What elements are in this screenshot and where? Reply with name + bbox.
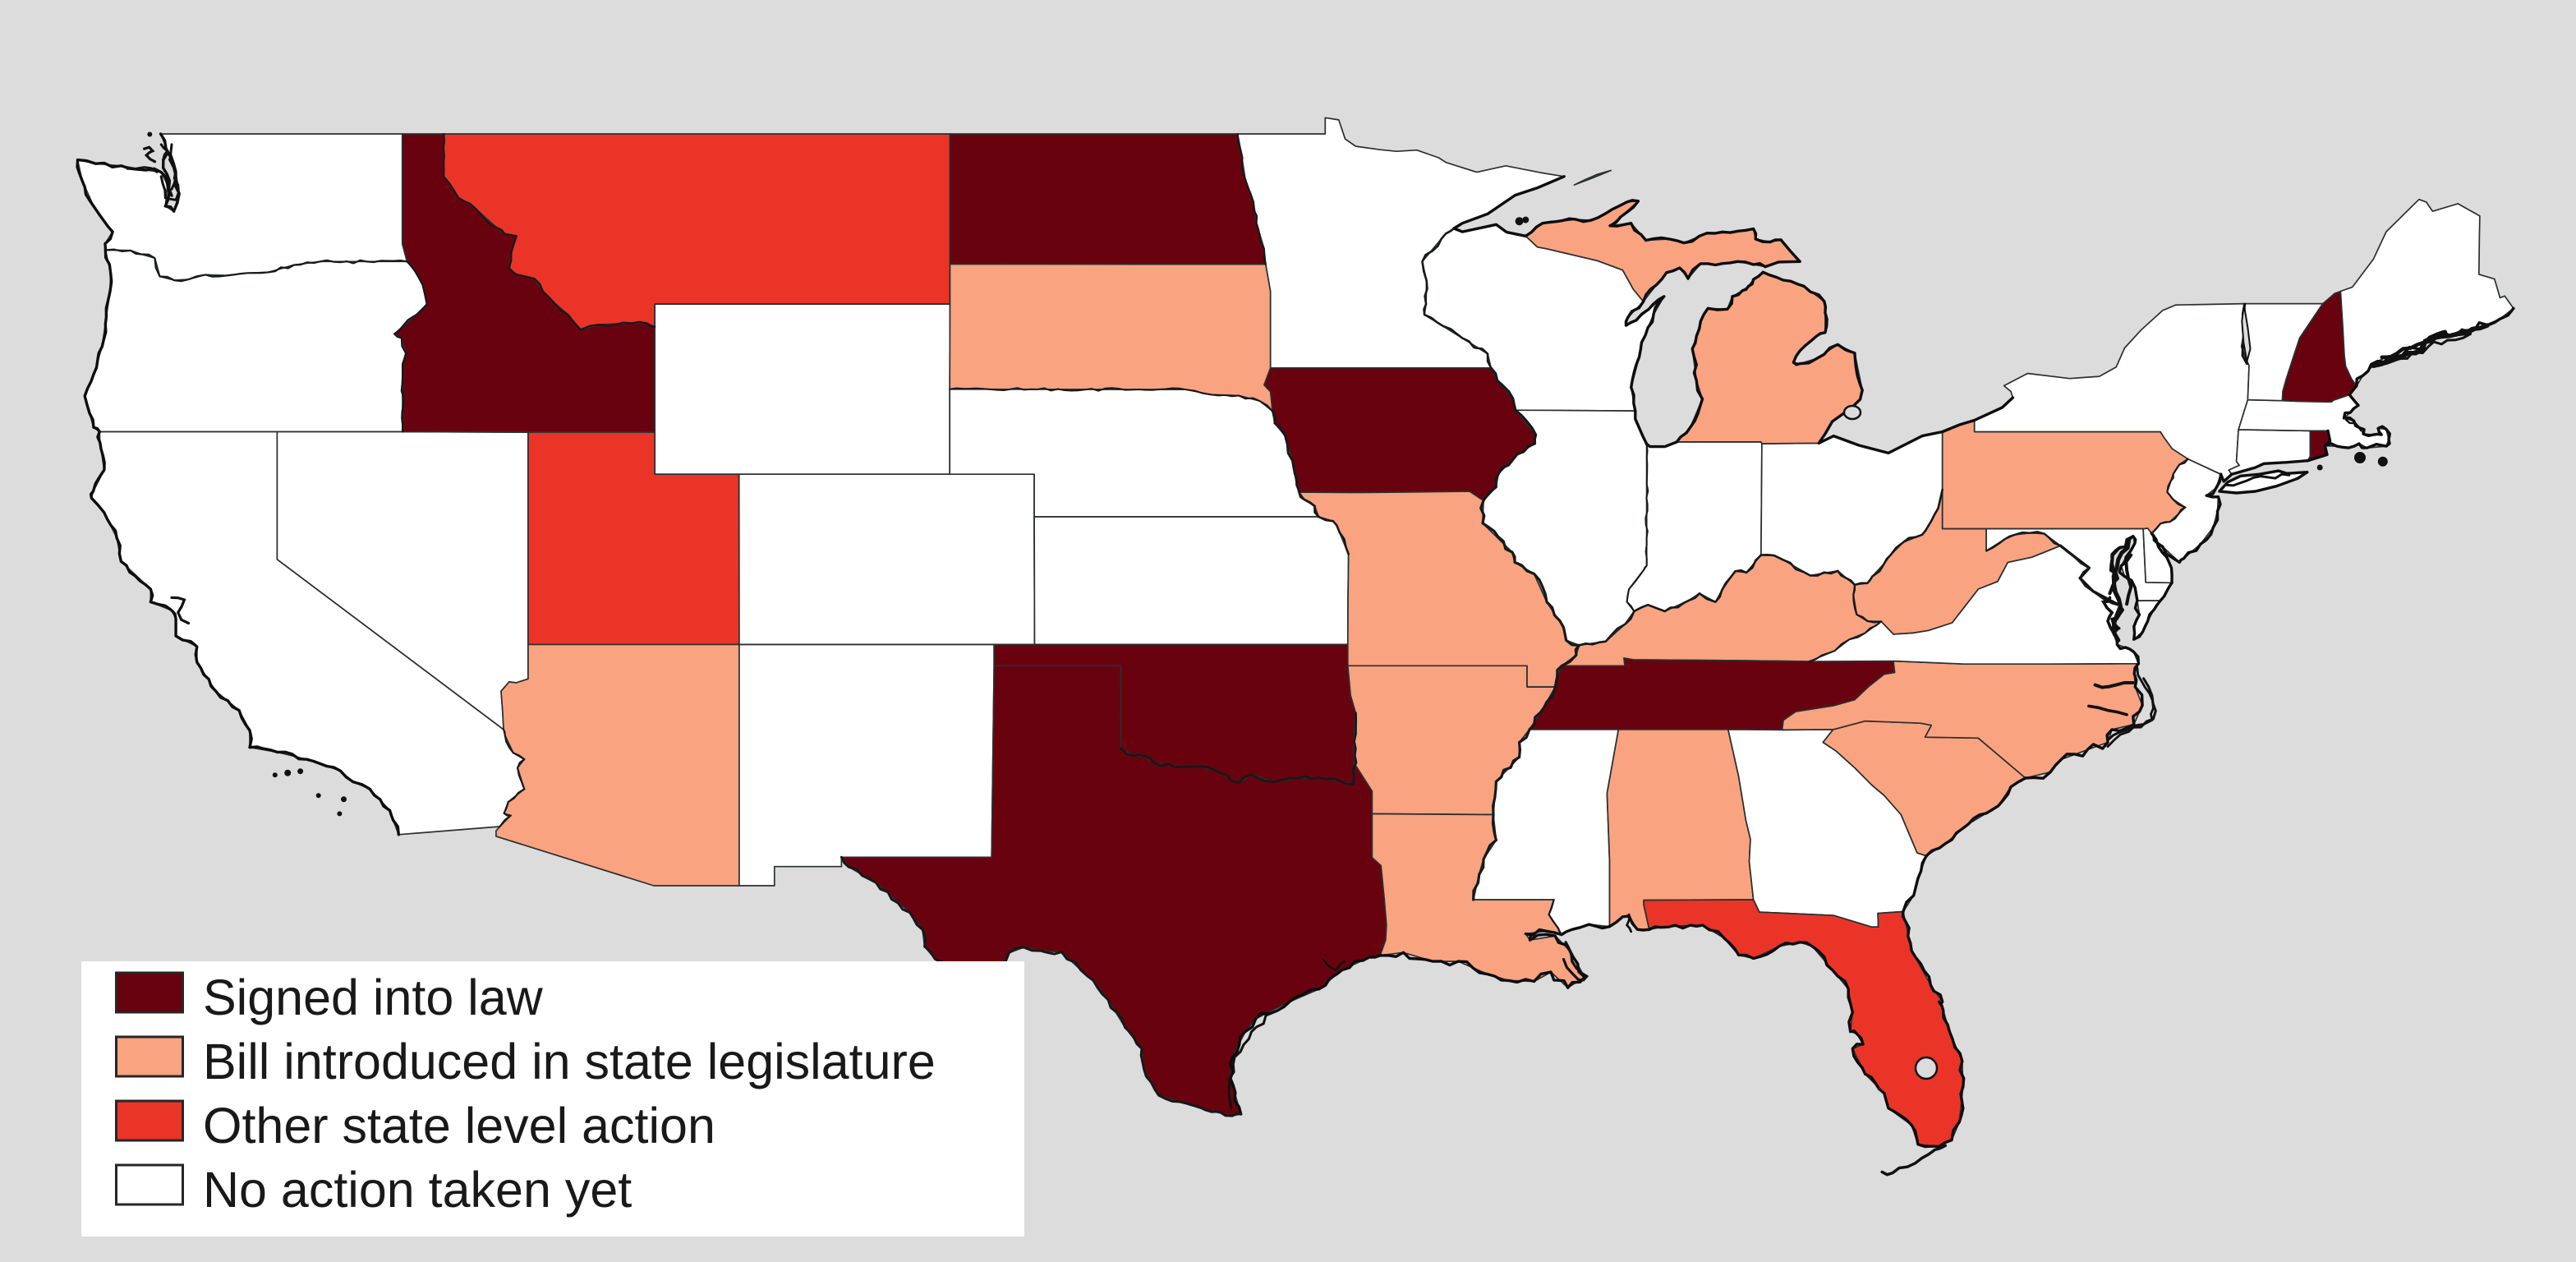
svg-text:No action taken yet: No action taken yet (203, 1162, 632, 1218)
svg-text:Other state level action: Other state level action (203, 1098, 715, 1154)
svg-text:Bill introduced in state legis: Bill introduced in state legislature (203, 1034, 936, 1089)
svg-text:Signed into law: Signed into law (203, 970, 544, 1025)
